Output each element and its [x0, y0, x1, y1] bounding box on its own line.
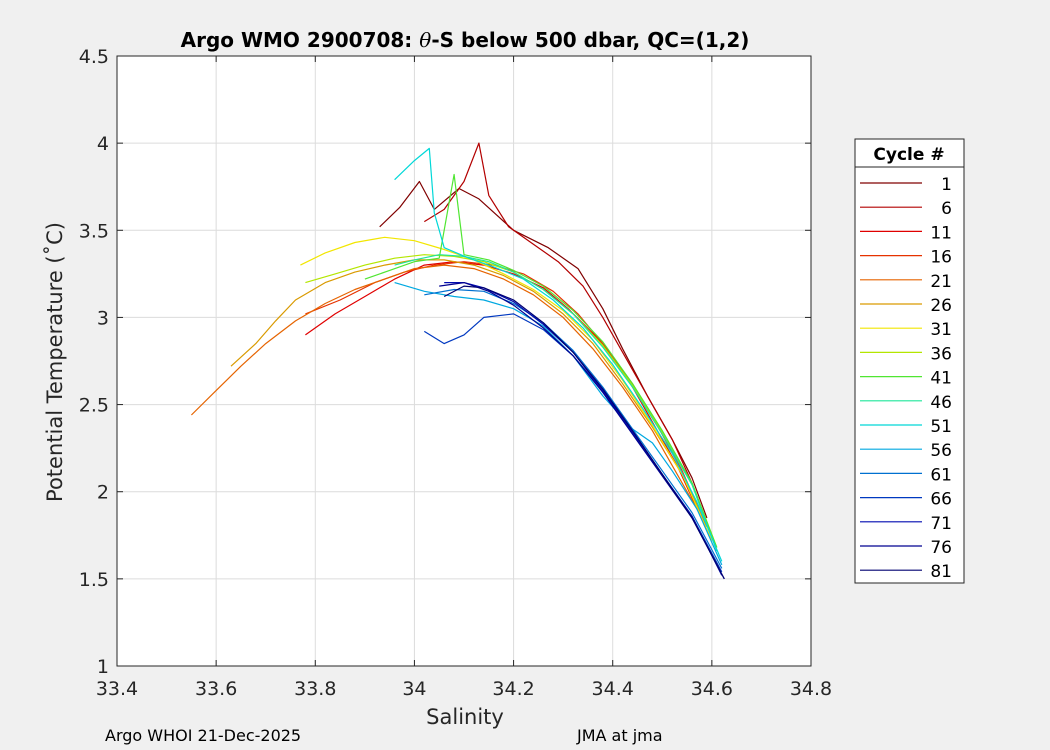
legend-label-cycle-51: 51 [930, 417, 952, 437]
chart-title-suffix: -S below 500 dbar, QC=(1,2) [431, 28, 749, 52]
y-tick-label: 1.5 [79, 569, 109, 591]
legend-label-cycle-61: 61 [930, 465, 952, 485]
legend-label-cycle-36: 36 [930, 344, 952, 364]
footer-credit-note: JMA at jma [577, 726, 663, 745]
legend-box [854, 138, 965, 584]
axes-frame [116, 55, 812, 667]
x-axis: 33.4 33.6 33.8 34 34.2 34.4 34.6 34.8 [96, 56, 832, 700]
legend-label-cycle-1: 1 [941, 175, 952, 195]
legend-label-cycle-46: 46 [930, 393, 952, 413]
y-axis-label: Potential Temperature (˚C) [43, 222, 67, 502]
x-tick-label: 34 [402, 678, 426, 700]
series-line-cycle-41 [364, 173, 718, 548]
series-line-cycle-6 [423, 142, 708, 524]
x-tick-label: 34.6 [691, 678, 733, 700]
y-axis: 1 1.5 2 2.5 3 3.5 4 4.5 [79, 46, 811, 678]
series-line-cycle-51 [394, 147, 723, 562]
x-tick-label: 34.2 [492, 678, 534, 700]
legend-label-cycle-26: 26 [930, 296, 952, 316]
y-tick-label: 3.5 [79, 220, 109, 242]
series-line-cycle-76 [439, 282, 725, 580]
x-tick-label: 33.8 [294, 678, 336, 700]
x-tick-label: 34.8 [790, 678, 832, 700]
y-tick-label: 1 [97, 656, 109, 678]
y-tick-label: 3 [97, 307, 109, 329]
legend-label-cycle-66: 66 [930, 490, 952, 510]
x-tick-label: 33.6 [195, 678, 237, 700]
series-line-cycle-11 [305, 261, 708, 531]
y-tick-label: 2.5 [79, 395, 109, 417]
series-line-cycle-46 [394, 254, 718, 552]
series-line-cycle-21 [190, 264, 708, 527]
footer-source-note: Argo WHOI 21-Dec-2025 [105, 726, 302, 745]
legend-label-cycle-31: 31 [930, 320, 952, 340]
legend-label-cycle-11: 11 [930, 223, 952, 243]
legend-title: Cycle # [873, 145, 944, 165]
legend-label-cycle-81: 81 [930, 562, 952, 582]
series-line-cycle-61 [424, 288, 723, 569]
legend-label-cycle-6: 6 [941, 199, 952, 219]
x-tick-label: 34.4 [592, 678, 634, 700]
y-tick-label: 2 [97, 482, 109, 504]
y-tick-label: 4.5 [79, 46, 109, 68]
legend-label-cycle-76: 76 [930, 538, 952, 558]
series-line-cycle-31 [300, 236, 713, 541]
y-tick-label: 4 [97, 133, 109, 155]
legend-label-cycle-41: 41 [930, 369, 952, 389]
legend-label-cycle-71: 71 [930, 514, 952, 534]
legend-label-cycle-16: 16 [930, 248, 952, 268]
chart-title-prefix: Argo WMO 2900708: [181, 28, 420, 52]
series-line-cycle-26 [230, 259, 713, 536]
chart-title: Argo WMO 2900708: θ-S below 500 dbar, QC… [181, 28, 750, 52]
legend-label-cycle-21: 21 [930, 272, 952, 292]
chart-title-theta: θ [419, 28, 431, 52]
plot-area [117, 56, 811, 666]
x-axis-label: Salinity [426, 705, 504, 729]
legend-label-cycle-56: 56 [930, 441, 952, 461]
series-line-cycle-81 [443, 285, 725, 580]
x-tick-label: 33.4 [96, 678, 138, 700]
data-series-group [190, 142, 725, 580]
